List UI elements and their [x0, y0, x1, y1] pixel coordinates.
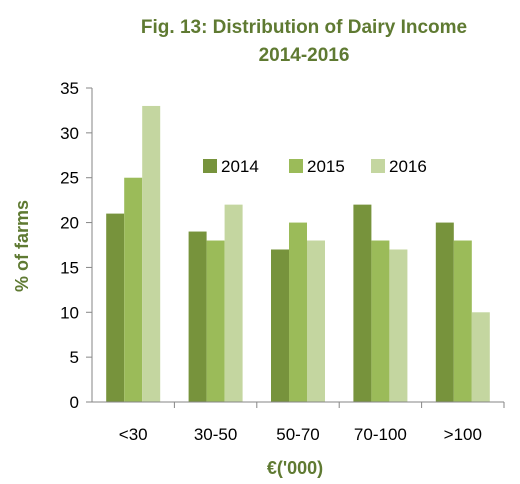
- bar-2016-1: [224, 204, 243, 402]
- x-tick-label: 70-100: [354, 425, 407, 444]
- y-tick-label: 25: [60, 169, 79, 188]
- bar-2016-0: [142, 105, 161, 402]
- bar-2015-0: [124, 177, 143, 402]
- y-tick-label: 35: [60, 79, 79, 98]
- bar-2016-2: [307, 240, 325, 402]
- chart-title: Fig. 13: Distribution of Dairy Income: [141, 17, 467, 38]
- x-axis-ticks: <30 30-50 50-70 70-100 >100: [119, 402, 505, 444]
- legend: 2014 2015 2016: [203, 157, 427, 176]
- y-axis-ticks: 0 5 10 15 20 25 30 35: [60, 79, 92, 412]
- y-axis-title: % of farms: [12, 200, 32, 292]
- x-tick-label: >100: [444, 425, 482, 444]
- y-tick-label: 0: [70, 393, 79, 412]
- y-tick-label: 30: [60, 124, 79, 143]
- chart-subtitle: 2014-2016: [259, 45, 350, 66]
- bar-2014-4: [435, 222, 454, 402]
- legend-label-2015: 2015: [307, 157, 345, 176]
- x-tick-label: 50-70: [276, 425, 319, 444]
- bar-2015-4: [453, 240, 472, 402]
- y-tick-label: 5: [70, 348, 79, 367]
- y-tick-label: 10: [60, 303, 79, 322]
- legend-label-2014: 2014: [221, 157, 259, 176]
- y-tick-label: 15: [60, 258, 79, 277]
- bar-2014-3: [353, 204, 372, 402]
- legend-swatch-2015: [289, 159, 303, 173]
- bar-2015-2: [289, 222, 307, 402]
- x-axis-title: €('000): [267, 458, 323, 478]
- bar-2014-2: [271, 249, 289, 402]
- x-tick-label: <30: [119, 425, 148, 444]
- bar-2014-1: [188, 231, 207, 402]
- legend-swatch-2016: [371, 159, 385, 173]
- bar-2015-1: [206, 240, 225, 402]
- bars: [106, 105, 490, 402]
- bar-2015-3: [371, 240, 390, 402]
- bar-2014-0: [106, 213, 125, 402]
- legend-label-2016: 2016: [389, 157, 427, 176]
- y-tick-label: 20: [60, 214, 79, 233]
- bar-2016-4: [471, 312, 490, 402]
- legend-swatch-2014: [203, 159, 217, 173]
- x-tick-label: 30-50: [194, 425, 237, 444]
- bar-2016-3: [389, 249, 408, 402]
